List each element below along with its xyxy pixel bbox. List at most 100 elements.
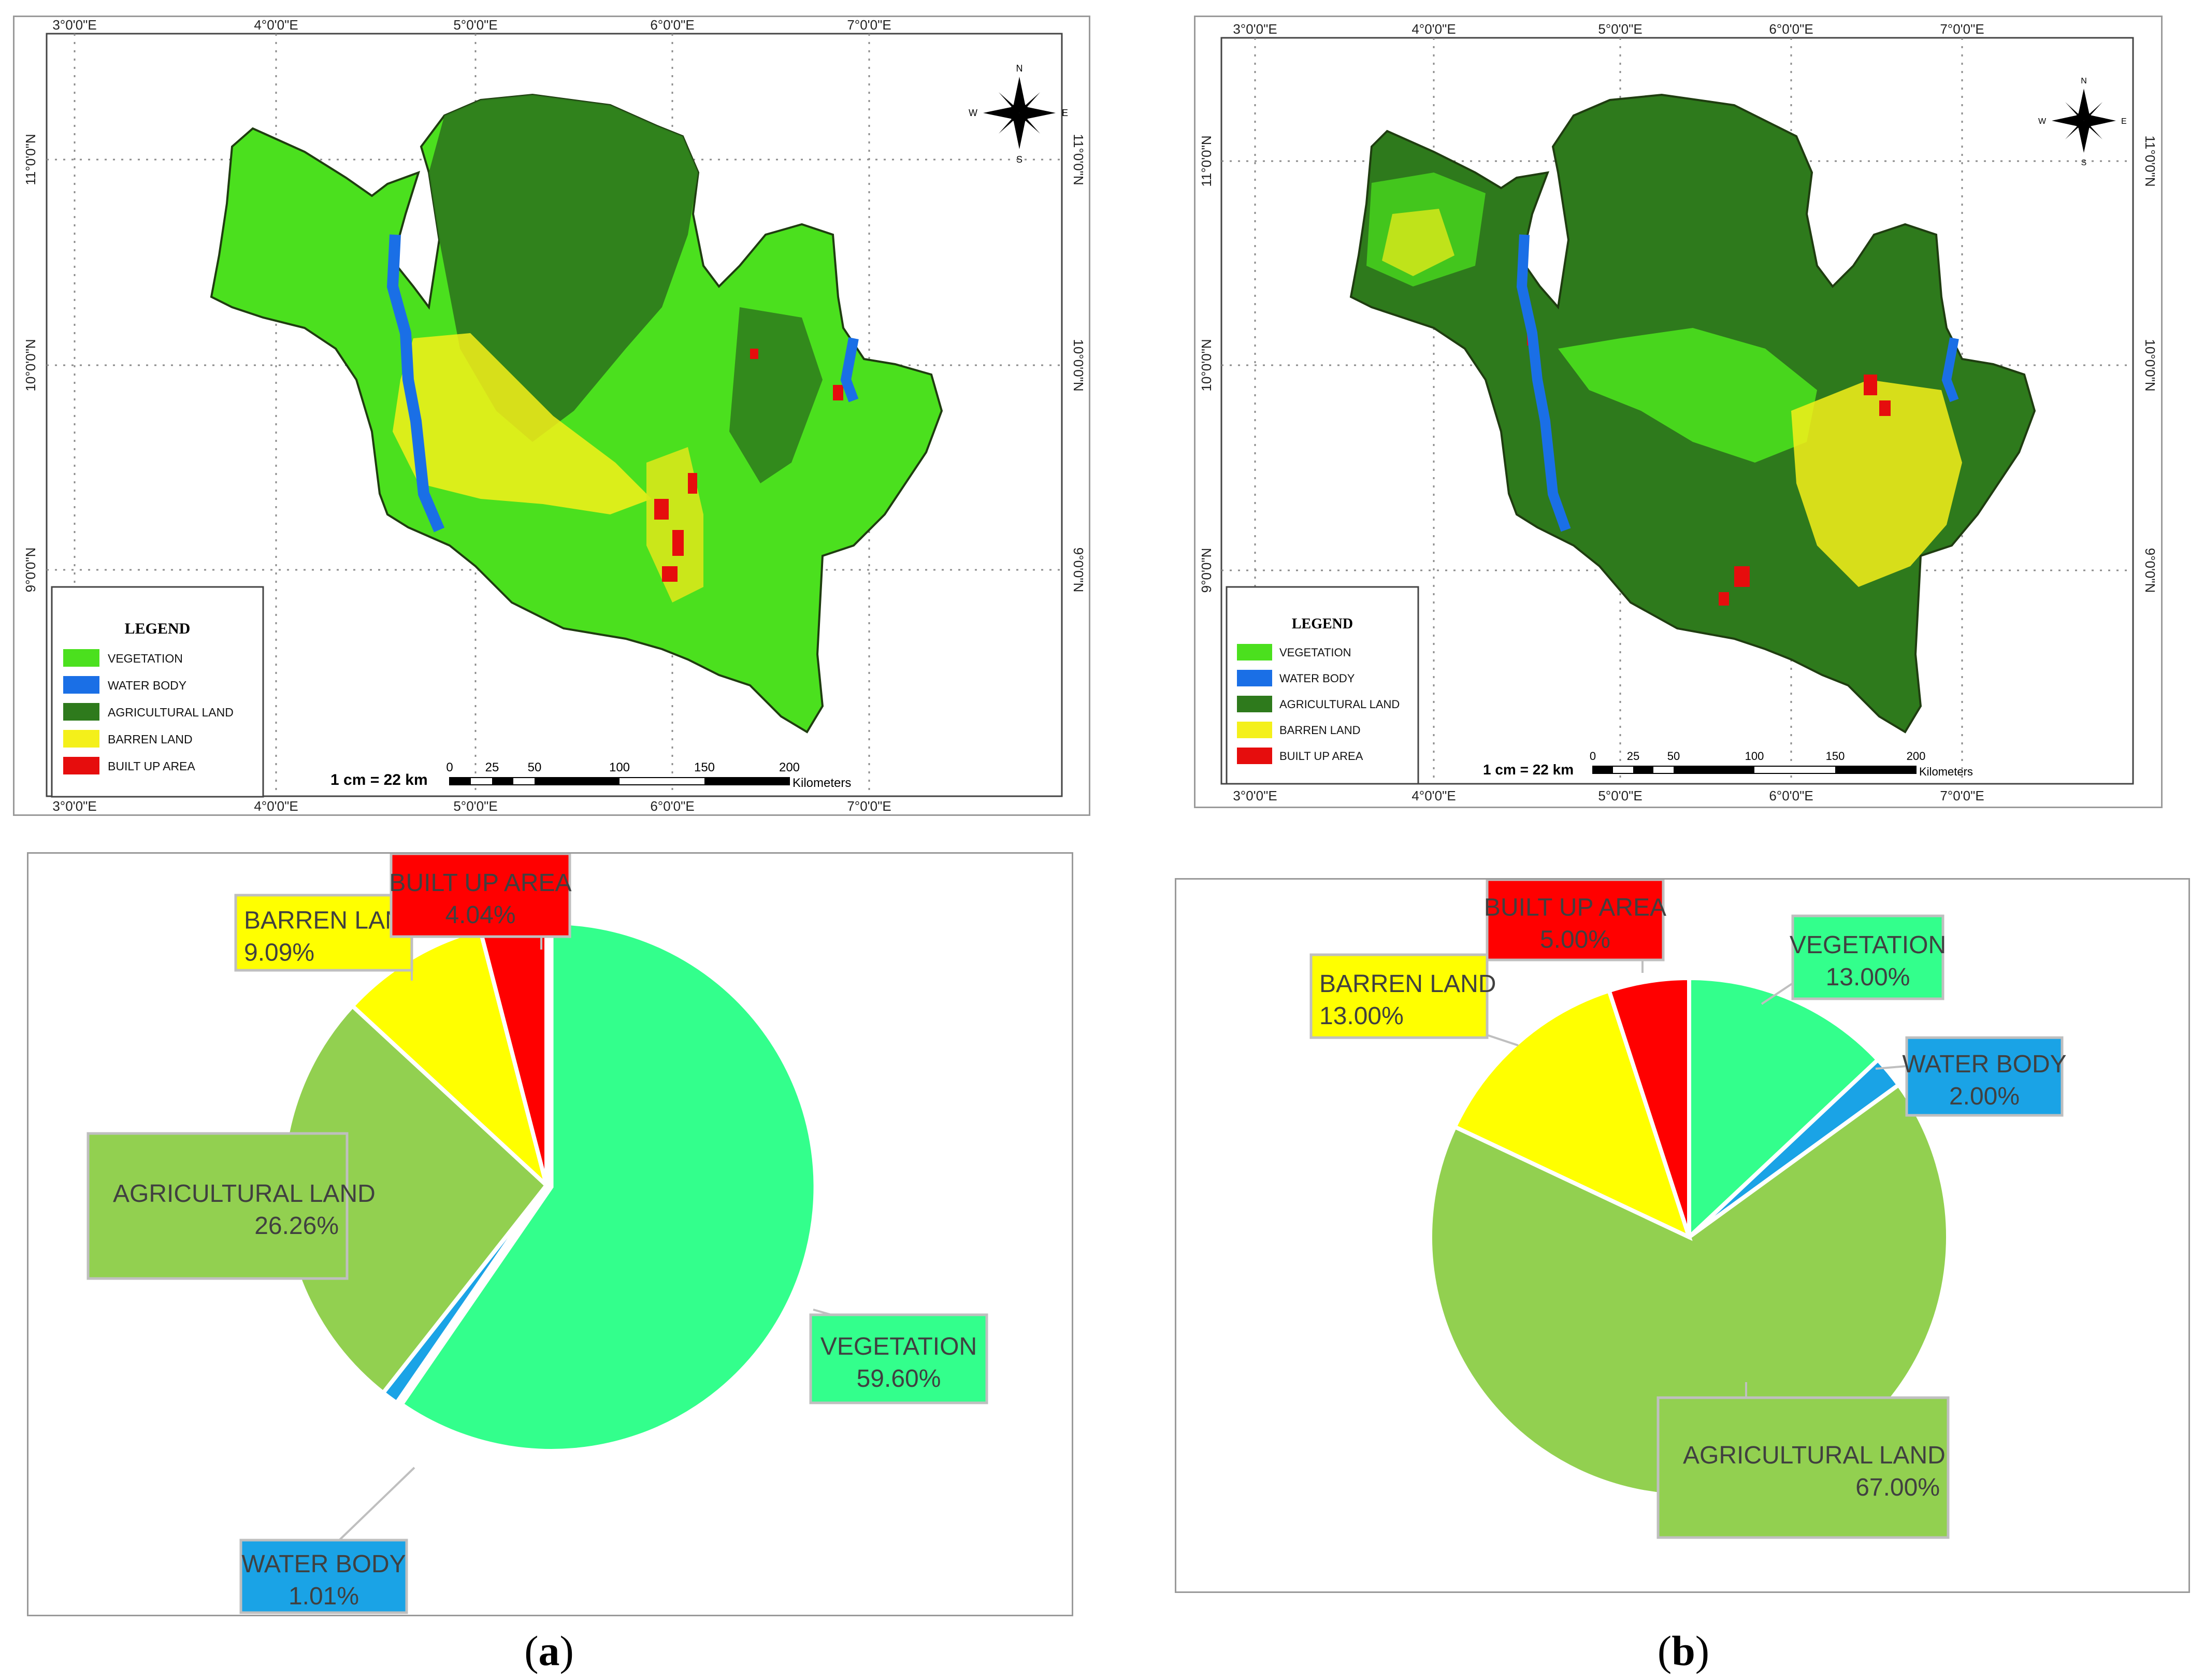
callout-box-water-body (239, 1539, 408, 1614)
callout-box-barren-land (1309, 953, 1489, 1039)
lon-label: 5°0'0"E (1598, 788, 1642, 803)
map-a-lat-labels-left: 11°0'0"N 10°0'0"N 9°0'0"N (23, 134, 38, 592)
subfigure-letter-a: a (538, 1627, 560, 1674)
scale-tick: 0 (446, 760, 453, 774)
map-b-lat-labels-right: 11°0'0"N 10°0'0"N 9°0'0"N (2142, 135, 2158, 593)
pie-slice-barren-land (1452, 988, 1693, 1241)
map-b-legend: LEGEND VEGETATION WATER BODY AGRICULTURA… (1226, 586, 1419, 785)
callout-label: VEGETATION (1790, 931, 1946, 959)
scale-tick: 200 (1907, 750, 1926, 763)
legend-label: AGRICULTURAL LAND (108, 706, 234, 719)
map-a-lon-labels-top: 3°0'0"E 4°0'0"E 5°0'0"E 6°0'0"E 7°0'0"E (52, 17, 891, 33)
map-a-barren-patch (393, 333, 652, 514)
callout-box-built-up-area (1486, 880, 1665, 961)
scale-unit: Kilometers (1919, 765, 1973, 778)
legend-label: WATER BODY (1279, 672, 1355, 685)
callout-leader (1487, 1034, 1519, 1046)
scale-tick: 25 (485, 760, 499, 774)
compass-icon: N S E W (969, 63, 1068, 165)
callout-value: 1.01% (289, 1583, 359, 1610)
lon-label: 3°0'0"E (1233, 21, 1277, 37)
map-a-agri-patch (429, 95, 698, 442)
lat-label: 11°0'0"N (1199, 135, 1214, 186)
callout-label: BUILT UP AREA (389, 869, 571, 897)
callout-box-built-up-area (390, 854, 571, 938)
callout-box-vegetation (809, 1313, 988, 1404)
legend-title: LEGEND (125, 620, 191, 637)
legend-label: AGRICULTURAL LAND (1279, 698, 1400, 711)
pie-slices (1428, 975, 1950, 1498)
lon-label: 7°0'0"E (847, 17, 891, 33)
compass-n: N (2081, 77, 2087, 85)
pie-callouts: VEGETATION 59.60% WATER BODY 1.01% AGRICULTU… (87, 854, 988, 1614)
scale-unit: Kilometers (793, 776, 851, 790)
map-a-lat-labels-right: 11°0'0"N 10°0'0"N 9°0'0"N (1071, 134, 1086, 592)
lon-label: 7°0'0"E (847, 798, 891, 814)
callout-leader (1875, 1065, 1907, 1070)
map-panel-b: N S E W 3°0'0"E 4°0'0"E 5°0'0"E 6°0'0"E … (1194, 16, 2163, 808)
map-b-reservoir (1516, 234, 1571, 532)
lon-label: 6°0'0"E (650, 17, 694, 33)
lon-label: 7°0'0"E (1940, 21, 1984, 37)
pie-panel-a: VEGETATION 59.60% WATER BODY 1.01% AGRICULTU… (27, 852, 1073, 1616)
scale-tick: 0 (1590, 750, 1596, 763)
lat-label: 11°0'0"N (2142, 135, 2158, 186)
map-a-builtup (654, 349, 843, 582)
lat-label: 9°0'0"N (1071, 548, 1086, 593)
pie-slice-vegetation (398, 920, 818, 1453)
callout-value: 13.00% (1826, 964, 1910, 991)
callout-label: VEGETATION (820, 1333, 977, 1360)
map-a-scale-bar: 1 cm = 22 km 0 25 50 100 150 200 Kilomet… (330, 760, 851, 790)
callout-box-agricultural-land (1656, 1396, 1950, 1539)
scale-tick: 100 (609, 760, 630, 774)
legend-title: LEGEND (1292, 616, 1353, 632)
callout-value: 4.04% (445, 901, 515, 929)
lon-label: 6°0'0"E (1769, 788, 1813, 803)
callout-value: 59.60% (857, 1365, 941, 1392)
callout-value: 5.00% (1540, 926, 1610, 954)
callout-value: 9.09% (244, 939, 314, 967)
legend-label: BARREN LAND (108, 733, 193, 746)
map-b-lon-labels-bottom: 3°0'0"E 4°0'0"E 5°0'0"E 6°0'0"E 7°0'0"E (1233, 788, 1984, 803)
callout-box-vegetation (1791, 914, 1944, 1000)
map-a-lon-labels-bottom: 3°0'0"E 4°0'0"E 5°0'0"E 6°0'0"E 7°0'0"E (52, 798, 891, 814)
map-b-lat-labels-left: 11°0'0"N 10°0'0"N 9°0'0"N (1199, 135, 1214, 593)
scale-tick: 200 (779, 760, 800, 774)
map-b-veg-patch (1558, 328, 1817, 463)
map-a-reservoir (386, 234, 445, 533)
pie-slices (280, 918, 818, 1453)
legend-label: VEGETATION (108, 652, 183, 665)
subfigure-label-a: (a) (524, 1627, 574, 1674)
legend-label: WATER BODY (108, 679, 186, 692)
map-a-lake (840, 337, 859, 403)
lat-label: 10°0'0"N (23, 339, 38, 391)
map-b-barren-patch (1791, 380, 1962, 587)
map-b-canvas: N S E W 3°0'0"E 4°0'0"E 5°0'0"E 6°0'0"E … (1199, 21, 2158, 803)
callout-value: 26.26% (254, 1212, 339, 1240)
lat-label: 11°0'0"N (23, 134, 38, 185)
callout-value: 2.00% (1949, 1083, 2020, 1110)
callout-leader (338, 1467, 415, 1541)
callout-label: WATER BODY (241, 1550, 406, 1578)
compass-w: W (2038, 117, 2047, 126)
legend-label: BARREN LAND (1279, 724, 1360, 737)
compass-e: E (1062, 108, 1068, 118)
scale-tick: 50 (1667, 750, 1680, 763)
lat-label: 10°0'0"N (1199, 339, 1214, 391)
callout-label: AGRICULTURAL LAND (1683, 1442, 1946, 1469)
lat-label: 9°0'0"N (1199, 548, 1214, 593)
scale-tick: 100 (1745, 750, 1764, 763)
subfigure-label-b: (b) (1657, 1627, 1710, 1674)
compass-s: S (2081, 159, 2087, 167)
lat-label: 9°0'0"N (23, 548, 38, 593)
scale-tick: 150 (694, 760, 715, 774)
lon-label: 3°0'0"E (1233, 788, 1277, 803)
lon-label: 7°0'0"E (1940, 788, 1984, 803)
scale-tick: 150 (1826, 750, 1845, 763)
scale-text: 1 cm = 22 km (330, 771, 428, 788)
lat-label: 9°0'0"N (2142, 548, 2158, 593)
map-a-canvas: N S E W 3°0'0"E 4°0'0"E 5°0'0"E 6°0'0"E … (23, 17, 1086, 814)
callout-label: BUILT UP AREA (1484, 894, 1666, 922)
callout-label: AGRICULTURAL LAND (113, 1180, 376, 1208)
lon-label: 4°0'0"E (254, 798, 298, 814)
